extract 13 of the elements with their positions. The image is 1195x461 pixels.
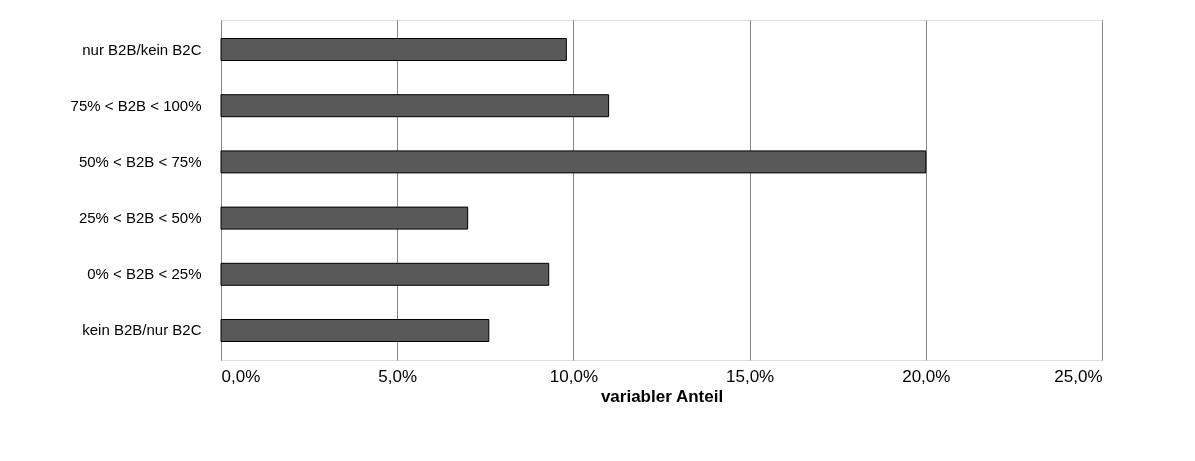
x-axis-title: variabler Anteil bbox=[600, 386, 724, 406]
y-tick-label: 50% < B2B < 75% bbox=[78, 152, 202, 170]
x-tick-label: 0,0% bbox=[221, 366, 261, 386]
x-tick-label: 15,0% bbox=[726, 366, 775, 386]
y-tick-label: 25% < B2B < 50% bbox=[78, 209, 202, 227]
x-tick-label: 20,0% bbox=[902, 366, 951, 386]
y-tick-label: 0% < B2B < 25% bbox=[87, 265, 202, 283]
y-tick-label: kein B2B/nur B2C bbox=[82, 321, 202, 339]
x-tick-label: 10,0% bbox=[549, 366, 598, 386]
y-tick-label: 75% < B2B < 100% bbox=[70, 96, 202, 114]
y-tick-label: nur B2B/kein B2C bbox=[82, 40, 202, 58]
x-tick-label: 5,0% bbox=[378, 366, 418, 386]
x-tick-label: 25,0% bbox=[1054, 366, 1103, 386]
